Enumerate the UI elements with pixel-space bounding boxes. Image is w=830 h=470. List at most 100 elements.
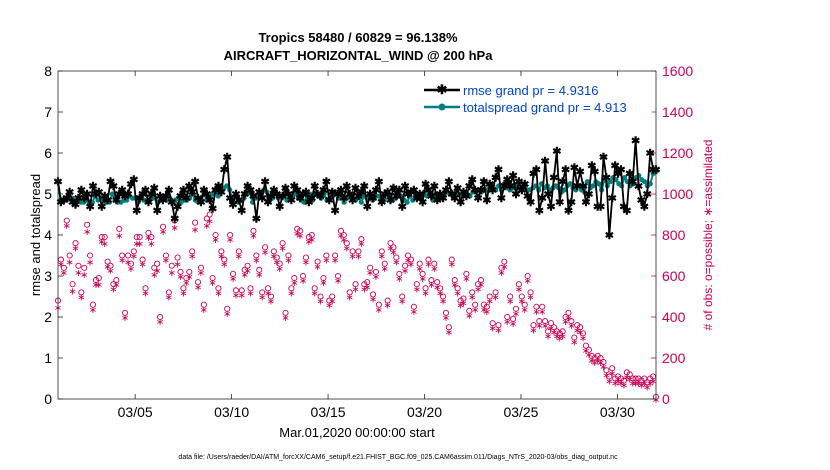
obs-possible-point (483, 303, 490, 310)
obs-assimilated-point: ∗ (159, 227, 167, 238)
obs-assimilated-point: ∗ (226, 235, 234, 246)
rmse-point: ✱ (541, 156, 550, 168)
obs-assimilated-point: ∗ (544, 331, 552, 342)
rmse-point: ✱ (129, 175, 138, 187)
legend-rmse-label: rmse grand pr = 4.9316 (463, 83, 599, 98)
obs-assimilated-point: ∗ (588, 356, 596, 367)
obs-possible-point (142, 285, 149, 292)
rmse-point: ✱ (170, 214, 179, 226)
obs-assimilated-point: ∗ (57, 260, 65, 271)
obs-assimilated-point: ∗ (95, 280, 103, 291)
legend-box (418, 79, 652, 119)
obs-assimilated-point: ∗ (561, 317, 569, 328)
obs-possible-point (104, 258, 111, 265)
obs-possible-point (317, 293, 324, 300)
totalspread-point (215, 193, 221, 199)
obs-assimilated-point: ∗ (141, 288, 149, 299)
obs-possible-point (337, 227, 345, 234)
rmse-point: ✱ (567, 197, 576, 209)
x-label: Mar.01,2020 00:00:00 start (279, 425, 435, 440)
y-right-tick-label: 400 (662, 309, 686, 325)
obs-assimilated-point: ∗ (494, 325, 502, 336)
obs-assimilated-point: ∗ (538, 307, 546, 318)
obs-assimilated-point: ∗ (118, 256, 126, 267)
obs-assimilated-point: ∗ (334, 276, 342, 287)
totalspread-point (567, 181, 573, 187)
rmse-point: ✱ (231, 189, 240, 201)
obs-possible-point (352, 281, 359, 288)
rmse-point: ✱ (185, 181, 194, 193)
obs-assimilated-point: ∗ (599, 362, 607, 373)
obs-assimilated-point: ∗ (83, 227, 91, 238)
rmse-point: ✱ (351, 183, 360, 195)
rmse-point: ✱ (331, 205, 340, 217)
rmse-point: ✱ (281, 183, 290, 195)
rmse-point: ✱ (619, 201, 628, 213)
obs-assimilated-point: ∗ (570, 338, 578, 349)
rmse-point: ✱ (514, 177, 523, 189)
totalspread-point (590, 183, 596, 189)
rmse-point: ✱ (255, 187, 264, 199)
y-left-tick-label: 0 (44, 391, 52, 407)
obs-assimilated-point: ∗ (439, 297, 447, 308)
y-right-label: # of obs: o=possible; ∗=assimilated (701, 140, 715, 331)
obs-assimilated-point: ∗ (474, 284, 482, 295)
obs-possible-point (63, 217, 70, 224)
rmse-point: ✱ (298, 189, 307, 201)
rmse-point: ✱ (74, 193, 83, 205)
obs-possible-point (273, 254, 280, 261)
obs-possible-point (262, 244, 269, 251)
rmse-point: ✱ (193, 193, 202, 205)
rmse-point: ✱ (403, 189, 412, 201)
obs-assimilated-point: ∗ (311, 288, 319, 299)
rmse-point: ✱ (109, 181, 118, 193)
obs-possible-point (122, 309, 129, 316)
obs-possible-point (372, 268, 380, 275)
obs-possible-point (221, 256, 228, 263)
obs-possible-point (241, 266, 248, 273)
obs-assimilated-point: ∗ (168, 268, 176, 279)
obs-assimilated-point: ∗ (451, 280, 459, 291)
obs-assimilated-point: ∗ (153, 266, 161, 277)
obs-possible-point (437, 285, 444, 292)
obs-possible-point (323, 252, 330, 259)
obs-possible-point (585, 346, 592, 353)
obs-possible-point (641, 375, 648, 382)
obs-assimilated-point: ∗ (404, 256, 412, 267)
rmse-point: ✱ (549, 173, 558, 185)
obs-assimilated-point: ∗ (316, 297, 324, 308)
rmse-point: ✱ (65, 187, 74, 199)
rmse-point: ✱ (389, 183, 398, 195)
obs-assimilated-point: ∗ (170, 223, 178, 234)
y-right-tick-label: 1600 (662, 63, 693, 79)
rmse-point: ✱ (199, 185, 208, 197)
x-axis: 03/05 03/10 03/15 03/20 03/25 03/30 (118, 71, 635, 420)
obs-possible-point (451, 277, 458, 284)
rmse-point: ✱ (243, 181, 252, 193)
obs-possible-point (75, 262, 82, 269)
obs-assimilated-point: ∗ (267, 297, 275, 308)
obs-possible-point (524, 272, 531, 280)
obs-possible-point (620, 377, 627, 384)
rmse-point: ✱ (161, 191, 170, 203)
obs-assimilated-point: ∗ (383, 301, 391, 312)
obs-possible-point (264, 285, 272, 292)
rmse-point: ✱ (488, 185, 497, 197)
obs-possible-point (218, 248, 225, 255)
obs-assimilated-point: ∗ (223, 309, 231, 320)
obs-possible-point (127, 260, 134, 267)
y-left-label: rmse and totalspread (28, 174, 43, 296)
rmse-point: ✱ (368, 193, 377, 205)
rmse-point: ✱ (164, 185, 173, 197)
obs-assimilated-point: ∗ (197, 268, 205, 279)
obs-assimilated-point: ∗ (620, 381, 628, 392)
rmse-point: ✱ (406, 187, 415, 199)
rmse-point: ✱ (112, 195, 121, 207)
rmse-point: ✱ (301, 187, 310, 199)
obs-assimilated-point: ∗ (348, 252, 356, 263)
obs-possible-point (445, 324, 452, 331)
rmse-point: ✱ (348, 195, 357, 207)
obs-possible-point (282, 309, 289, 316)
obs-possible-point (157, 313, 164, 321)
